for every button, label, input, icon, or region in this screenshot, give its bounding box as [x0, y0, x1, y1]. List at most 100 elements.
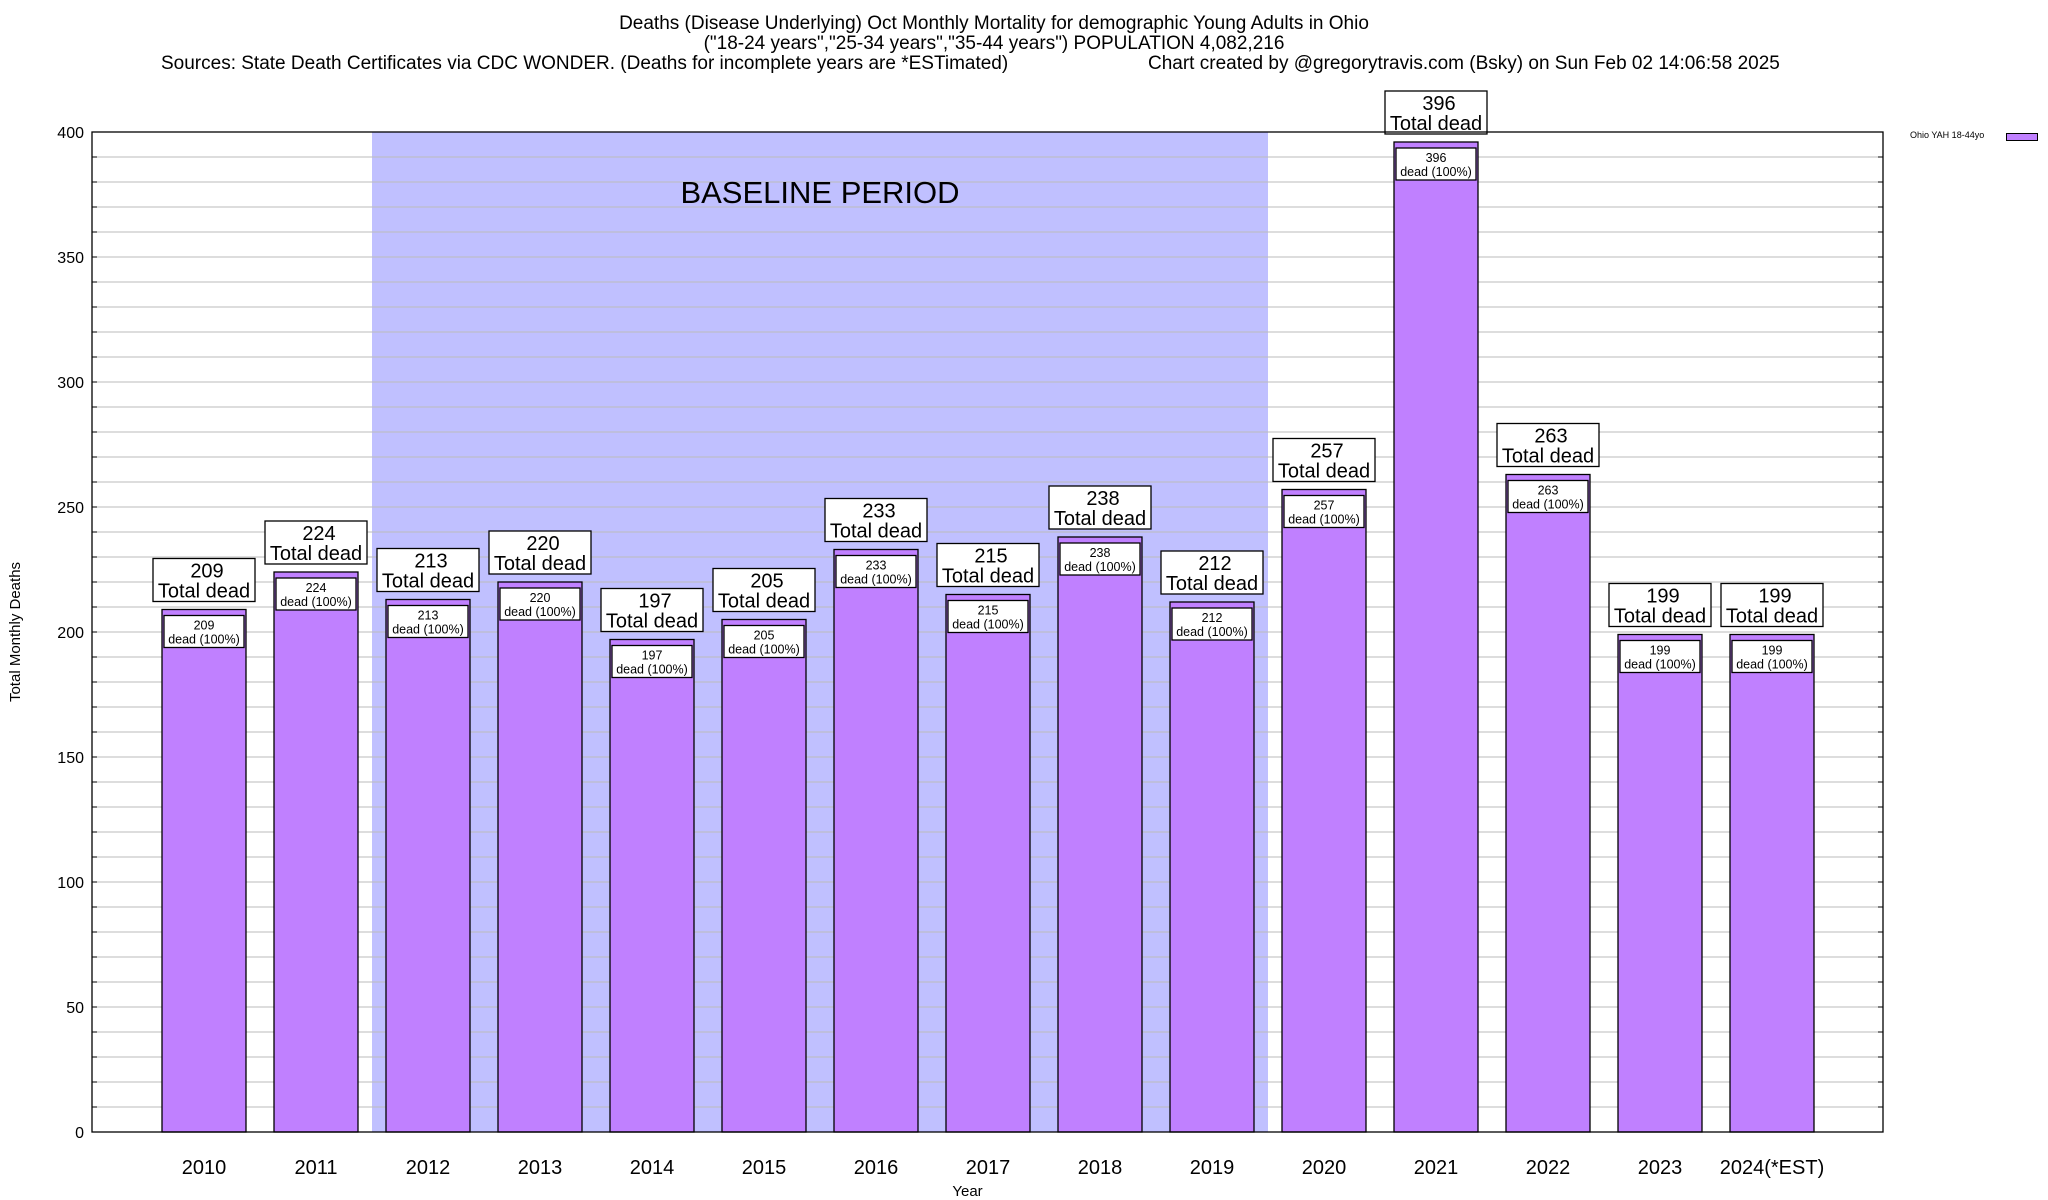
inner-value-label: 224: [306, 581, 327, 595]
inner-percent-label: dead (100%): [1512, 498, 1584, 512]
x-tick-label: 2021: [1414, 1157, 1459, 1179]
inner-value-label: 197: [642, 649, 663, 663]
total-dead-label: Total dead: [494, 553, 586, 575]
chart-credit: Chart created by @gregorytravis.com (Bsk…: [1148, 53, 1780, 74]
inner-value-label: 215: [978, 604, 999, 618]
bar-2013: [497, 581, 583, 1133]
inner-percent-label: dead (100%): [1176, 625, 1248, 639]
inner-percent-label: dead (100%): [1288, 513, 1360, 527]
total-label-box: [1160, 550, 1264, 595]
x-tick-label: 2022: [1526, 1157, 1571, 1179]
total-value-label: 212: [1198, 553, 1231, 575]
total-label-box: [1720, 582, 1824, 628]
inner-label-box: [611, 644, 693, 679]
inner-percent-label: dead (100%): [1736, 658, 1808, 672]
total-value-label: 220: [526, 533, 559, 555]
total-value-label: 213: [414, 551, 447, 573]
bar-2012: [385, 598, 471, 1133]
inner-value-label: 238: [1090, 546, 1111, 560]
inner-percent-label: dead (100%): [1064, 560, 1136, 574]
x-tick-label: 2014: [630, 1157, 675, 1179]
total-label-box: [488, 530, 592, 575]
total-dead-label: Total dead: [382, 571, 474, 593]
x-tick-label: 2017: [966, 1157, 1011, 1179]
total-label-box: [936, 542, 1040, 588]
y-tick-label: 300: [57, 375, 84, 392]
bar-2017: [945, 593, 1031, 1133]
inner-label-box: [1395, 147, 1477, 181]
total-dead-label: Total dead: [158, 581, 250, 603]
inner-value-label: 396: [1426, 151, 1447, 165]
chart-title-line-2: ("18-24 years","25-34 years","35-44 year…: [703, 33, 1285, 54]
legend-label: Ohio YAH 18-44yo: [1910, 130, 1985, 140]
inner-value-label: 199: [1762, 644, 1783, 658]
total-label-box: [152, 557, 256, 603]
inner-value-label: 257: [1314, 499, 1335, 513]
total-label-box: [600, 587, 704, 633]
bar-2015: [721, 618, 807, 1133]
total-dead-label: Total dead: [1390, 113, 1482, 135]
bar-2010: [161, 608, 247, 1133]
total-value-label: 238: [1086, 488, 1119, 510]
total-dead-label: Total dead: [270, 543, 362, 565]
chart-sources: Sources: State Death Certificates via CD…: [161, 53, 1009, 74]
inner-label-box: [1283, 494, 1365, 529]
total-dead-label: Total dead: [1278, 461, 1370, 483]
total-dead-label: Total dead: [606, 611, 698, 633]
x-tick-label: 2015: [742, 1157, 787, 1179]
inner-value-label: 212: [1202, 611, 1223, 625]
total-label-box: [1272, 437, 1376, 483]
inner-percent-label: dead (100%): [392, 623, 464, 637]
inner-value-label: 263: [1538, 484, 1559, 498]
x-tick-label: 2019: [1190, 1157, 1235, 1179]
inner-percent-label: dead (100%): [168, 633, 240, 647]
inner-percent-label: dead (100%): [504, 605, 576, 619]
inner-percent-label: dead (100%): [952, 618, 1024, 632]
x-tick-label: 2012: [406, 1157, 451, 1179]
y-tick-label: 350: [57, 250, 84, 267]
total-label-box: [1608, 582, 1712, 628]
inner-value-label: 220: [530, 591, 551, 605]
y-tick-label: 100: [57, 875, 84, 892]
inner-label-box: [387, 604, 469, 639]
x-tick-label: 2011: [294, 1157, 337, 1179]
total-value-label: 257: [1310, 441, 1343, 463]
inner-label-box: [723, 624, 805, 659]
inner-label-box: [1731, 639, 1813, 674]
inner-label-box: [163, 614, 245, 649]
total-dead-label: Total dead: [1502, 446, 1594, 468]
x-tick-label: 2010: [182, 1157, 227, 1179]
inner-percent-label: dead (100%): [728, 643, 800, 657]
inner-percent-label: dead (100%): [280, 595, 352, 609]
total-value-label: 233: [862, 501, 895, 523]
x-tick-label: 2016: [854, 1157, 899, 1179]
total-value-label: 224: [302, 523, 335, 545]
bar-2020: [1281, 488, 1367, 1133]
total-label-box: [1384, 90, 1488, 135]
total-label-box: [1048, 485, 1152, 530]
baseline-period-label: BASELINE PERIOD: [680, 175, 959, 210]
bar-2022: [1505, 473, 1591, 1133]
inner-value-label: 209: [194, 619, 215, 633]
total-value-label: 396: [1422, 93, 1455, 115]
x-tick-label: 2013: [518, 1157, 563, 1179]
legend-swatch: [2006, 133, 2038, 141]
inner-label-box: [1507, 479, 1589, 514]
bar-2024(*EST): [1729, 633, 1815, 1133]
total-dead-label: Total dead: [1726, 606, 1818, 628]
bar-2021: [1393, 141, 1479, 1133]
y-tick-label: 150: [57, 750, 84, 767]
bar-2019: [1169, 601, 1255, 1133]
total-value-label: 197: [638, 591, 671, 613]
x-axis-title: Year: [952, 1183, 982, 1200]
total-dead-label: Total dead: [830, 521, 922, 543]
total-value-label: 205: [750, 571, 783, 593]
total-value-label: 263: [1534, 426, 1567, 448]
bar-2018: [1057, 536, 1143, 1133]
chart-title-line-1: Deaths (Disease Underlying) Oct Monthly …: [619, 13, 1369, 34]
inner-label-box: [275, 577, 357, 611]
y-tick-label: 200: [57, 625, 84, 642]
y-tick-label: 50: [66, 1000, 84, 1017]
y-axis-title: Total Monthly Deaths: [7, 562, 24, 702]
